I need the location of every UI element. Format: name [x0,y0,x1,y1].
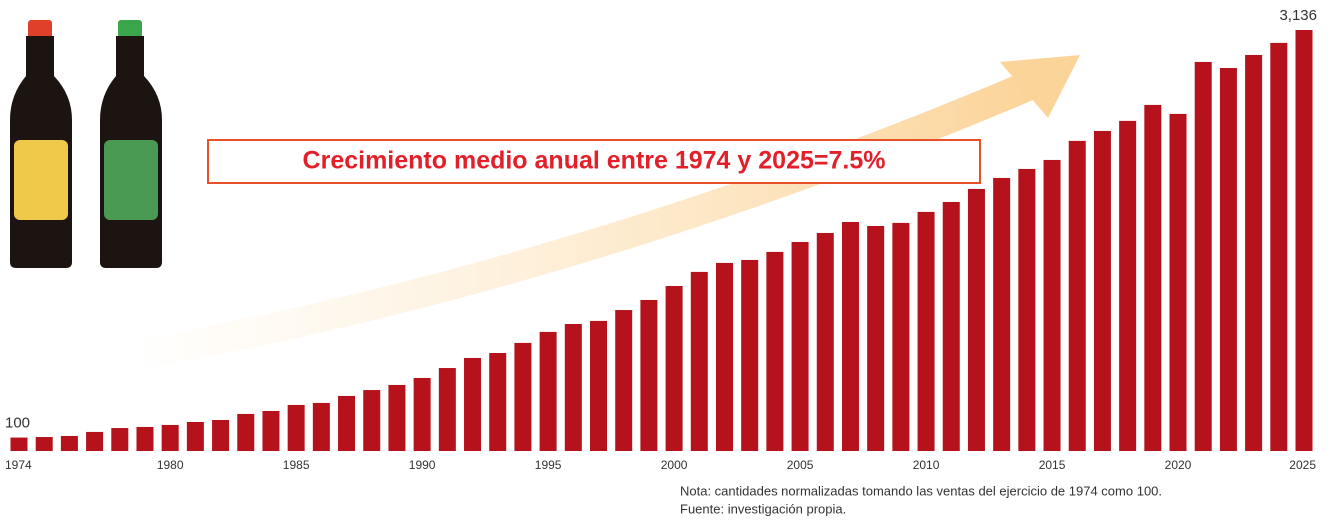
bar [11,438,28,451]
bar [1144,105,1161,451]
bottle-green [100,20,162,268]
bar [741,260,758,451]
bar [262,411,279,451]
bar [363,390,380,451]
bar [993,178,1010,451]
bar [1296,30,1313,451]
bar [842,222,859,451]
bar [313,403,330,451]
growth-arrow [130,55,1080,356]
x-tick-label: 1995 [535,458,562,472]
bar [691,272,708,451]
bar [61,436,78,451]
bar [86,432,103,451]
bar [615,310,632,451]
bar [136,427,153,451]
bar [1245,55,1262,451]
x-tick-label: 2025 [1289,458,1316,472]
chart-title: Crecimiento medio anual entre 1974 y 202… [303,147,886,175]
value-label: 3,136 [1279,7,1317,24]
x-tick-label: 2000 [661,458,688,472]
bar [1119,121,1136,451]
bar [439,368,456,451]
bar [540,332,557,451]
bar [388,385,405,451]
x-tick-label: 2015 [1039,458,1066,472]
x-tick-label: 1980 [157,458,184,472]
bar [943,202,960,451]
note: Nota: cantidades normalizadas tomando la… [680,483,1162,498]
x-tick-label: 2010 [913,458,940,472]
bar [1094,131,1111,451]
bar [640,300,657,451]
bar [792,242,809,451]
bar [867,226,884,451]
value-label: 100 [5,415,30,432]
bar [187,422,204,451]
bar [162,425,179,451]
source: Fuente: investigación propia. [680,501,846,516]
bottle-red [10,20,72,268]
chart: Crecimiento medio anual entre 1974 y 202… [0,0,1341,517]
bar [514,343,531,451]
bar [1018,169,1035,451]
bar [766,252,783,451]
x-tick-label: 1985 [283,458,310,472]
bar [338,396,355,451]
x-tick-label: 2020 [1165,458,1192,472]
bar [1170,114,1187,451]
bar [1220,68,1237,451]
bar [212,420,229,451]
bar [892,223,909,451]
bar [1270,43,1287,451]
bar [237,414,254,451]
x-tick-label: 1990 [409,458,436,472]
bar [1044,160,1061,451]
bar [36,437,53,451]
bar [918,212,935,451]
bar [1069,141,1086,451]
bar [288,405,305,451]
bar [817,233,834,451]
bar [414,378,431,451]
bar [666,286,683,451]
bar [968,189,985,451]
bar [590,321,607,451]
bar [716,263,733,451]
bar [565,324,582,451]
x-tick-label: 2005 [787,458,814,472]
x-tick-label: 1974 [5,458,32,472]
bar [111,428,128,451]
bar [489,353,506,451]
bar [1195,62,1212,451]
bar [464,358,481,451]
